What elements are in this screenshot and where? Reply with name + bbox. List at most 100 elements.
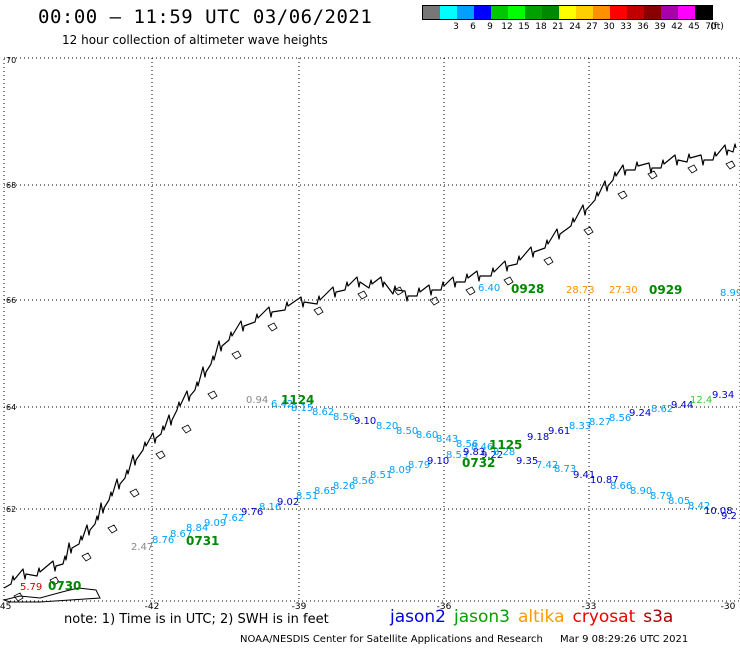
satellite-name: jason3 <box>454 607 510 627</box>
wave-height-value: 9.10 <box>427 456 449 467</box>
satellite-name: altika <box>518 607 565 627</box>
satellite-name: jason2 <box>390 607 446 627</box>
legend-swatch <box>695 6 712 19</box>
greenland-coastline <box>2 143 737 603</box>
wave-height-value: 27.30 <box>609 285 638 296</box>
map-title: 00:00 – 11:59 UTC 03/06/2021 <box>38 6 373 28</box>
legend-swatches <box>422 5 713 20</box>
legend-swatch <box>576 6 593 19</box>
latitude-label: 68 <box>6 181 16 190</box>
wave-height-value: 9.83 <box>463 447 485 458</box>
legend-label: 27 <box>586 22 598 32</box>
wave-height-value: 9.24 <box>629 408 651 419</box>
wave-height-value: 8.67 <box>170 529 192 540</box>
satellite-tracks: 2.478.768.678.849.097.629.768.169.028.51… <box>20 282 740 593</box>
wave-height-value: 7.62 <box>222 513 244 524</box>
legend-label: 45 <box>688 22 700 32</box>
wave-height-value: 7.42 <box>536 460 558 471</box>
axis-labels: 70 68 66 64 62 -45 -42 -39 -36 -33 -30 <box>0 56 736 612</box>
time-label: 0732 <box>462 456 495 470</box>
legend-swatch <box>661 6 678 19</box>
wave-height-value: 9.41 <box>573 470 595 481</box>
wave-height-value: 8.33 <box>569 421 591 432</box>
legend-label: 39 <box>654 22 666 32</box>
longitude-label: -45 <box>0 602 11 612</box>
legend-swatch <box>593 6 610 19</box>
wave-height-value: 6.42 <box>271 399 293 410</box>
southern-tip-outline <box>2 587 101 603</box>
wave-height-value: 8.50 <box>396 426 418 437</box>
wave-height-value: 8.46 <box>471 442 493 453</box>
wave-height-value: 8.09 <box>389 465 411 476</box>
wave-height-value: 8.56 <box>456 439 478 450</box>
legend-label: 36 <box>637 22 649 32</box>
latitude-label: 70 <box>6 56 16 65</box>
longitude-label: -42 <box>145 602 160 612</box>
wave-height-value: 9.34 <box>712 390 734 401</box>
legend-swatch <box>474 6 491 19</box>
legend-swatch <box>627 6 644 19</box>
satellite-legend: jason2 jason3 altika cryosat s3a <box>390 607 681 627</box>
time-label: 1124 <box>281 393 314 407</box>
legend-label: 70 <box>705 22 717 32</box>
coastal-islands <box>13 160 736 602</box>
latitude-label: 62 <box>6 505 16 514</box>
wave-height-value: 9.35 <box>516 456 538 467</box>
wave-height-value: 8.56 <box>352 476 374 487</box>
wave-height-value: 8.79 <box>408 460 430 471</box>
map-frame <box>3 57 740 602</box>
time-label: 1125 <box>489 438 522 452</box>
wave-height-value: 8.76 <box>152 535 174 546</box>
time-label: 0929 <box>649 283 682 297</box>
wave-height-value: 8.62 <box>312 407 334 418</box>
longitude-label: -36 <box>437 602 452 612</box>
latitude-label: 64 <box>6 403 16 412</box>
legend-swatch <box>559 6 576 19</box>
wave-height-value: 8.84 <box>186 523 208 534</box>
time-label: 0928 <box>511 282 544 296</box>
wave-height-value: 0.94 <box>246 395 268 406</box>
legend-swatch <box>678 6 695 19</box>
legend-swatch <box>610 6 627 19</box>
wave-height-value: 8.43 <box>436 434 458 445</box>
wave-height-value: 9.02 <box>277 497 299 508</box>
wave-height-value: 8.79 <box>650 491 672 502</box>
wave-height-value: 8.42 <box>688 501 710 512</box>
legend-labels: 3 6 9 12 15 18 21 24 27 30 33 36 39 42 45 70 (ft) <box>422 20 724 32</box>
wave-height-value: 9.22 <box>481 450 503 461</box>
legend-label: 9 <box>487 22 493 32</box>
time-label: 0731 <box>186 534 219 548</box>
footer: NOAA/NESDIS Center for Satellite Applica… <box>240 634 688 645</box>
legend-swatch <box>542 6 559 19</box>
legend-label: 3 <box>453 22 459 32</box>
wave-height-value: 8.60 <box>416 430 438 441</box>
wave-height-value: 10.08 <box>704 506 733 517</box>
wave-height-value: 6.40 <box>478 283 500 294</box>
wave-height-value: 9.44 <box>671 400 693 411</box>
legend-swatch <box>423 6 440 19</box>
legend-swatch <box>457 6 474 19</box>
wave-height-value: 8.90 <box>630 486 652 497</box>
wave-height-value: 8.99 <box>720 288 740 299</box>
wave-height-value: 9.61 <box>548 426 570 437</box>
legend-label: 21 <box>552 22 564 32</box>
longitude-label: -39 <box>292 602 307 612</box>
time-label: 0730 <box>48 579 81 593</box>
legend-label: 30 <box>603 22 615 32</box>
wave-height-value: 9.18 <box>527 432 549 443</box>
wave-height-value: 2.47 <box>131 542 153 553</box>
wave-height-value: 9.10 <box>354 416 376 427</box>
satellite-name: cryosat <box>572 607 636 627</box>
legend-swatch <box>491 6 508 19</box>
units-note: note: 1) Time is in UTC; 2) SWH is in fe… <box>64 612 329 627</box>
footer-timestamp: Mar 9 08:29:26 UTC 2021 <box>560 634 689 645</box>
wave-height-value: 8.51 <box>296 491 318 502</box>
longitude-label: -30 <box>721 602 736 612</box>
wave-height-value: 12.4 <box>690 395 712 406</box>
legend-swatch <box>644 6 661 19</box>
wave-height-value: 8.05 <box>668 496 690 507</box>
wave-height-value: 28.73 <box>566 285 595 296</box>
footer-org: NOAA/NESDIS Center for Satellite Applica… <box>240 634 543 645</box>
legend-swatch <box>508 6 525 19</box>
